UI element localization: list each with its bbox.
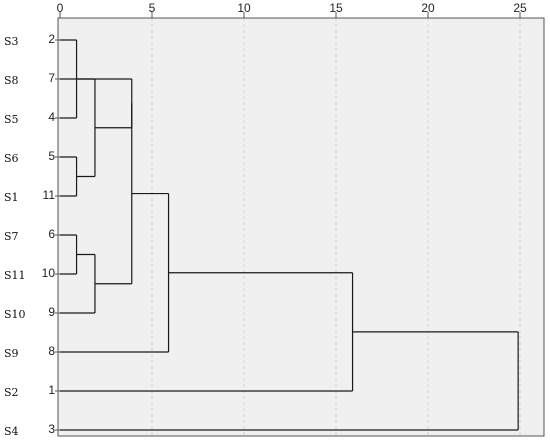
x-tick-label: 15 bbox=[329, 1, 343, 15]
case-number-label: 4 bbox=[48, 110, 55, 124]
sample-label: S3 bbox=[4, 35, 19, 48]
plot-area bbox=[57, 17, 545, 437]
case-number-label: 6 bbox=[48, 227, 55, 241]
case-number-label: 2 bbox=[48, 32, 55, 46]
sample-label: S10 bbox=[4, 308, 26, 321]
x-tick-label: 0 bbox=[57, 1, 64, 15]
case-number-label: 11 bbox=[43, 188, 56, 202]
leaf-labels: S3 2 S8 7 S5 4 S6 5 S1 11 S7 6 S11 10 S10 9 S9 8 S2 1 S4 3 bbox=[4, 32, 60, 438]
case-number-label: 9 bbox=[48, 305, 55, 319]
sample-label: S8 bbox=[4, 74, 19, 87]
x-axis: 0 5 10 15 20 25 bbox=[57, 1, 544, 19]
case-number-label: 8 bbox=[48, 344, 55, 358]
case-number-label: 7 bbox=[48, 71, 55, 85]
x-tick-label: 5 bbox=[149, 1, 156, 15]
dendrogram-links bbox=[60, 39, 519, 431]
x-tick-label: 20 bbox=[421, 1, 435, 15]
case-number-label: 10 bbox=[42, 266, 56, 280]
sample-label: S9 bbox=[4, 347, 19, 360]
sample-label: S11 bbox=[4, 269, 26, 282]
case-number-label: 5 bbox=[48, 149, 55, 163]
sample-label: S6 bbox=[4, 152, 19, 165]
sample-label: S2 bbox=[4, 386, 19, 399]
x-tick-label: 10 bbox=[237, 1, 251, 15]
case-number-label: 1 bbox=[48, 383, 55, 397]
x-tick-label: 25 bbox=[513, 1, 527, 15]
case-number-label: 3 bbox=[48, 422, 55, 436]
sample-label: S1 bbox=[4, 191, 19, 204]
grid bbox=[151, 18, 521, 436]
sample-label: S7 bbox=[4, 230, 19, 243]
sample-label: S4 bbox=[4, 425, 19, 438]
sample-label: S5 bbox=[4, 113, 19, 126]
